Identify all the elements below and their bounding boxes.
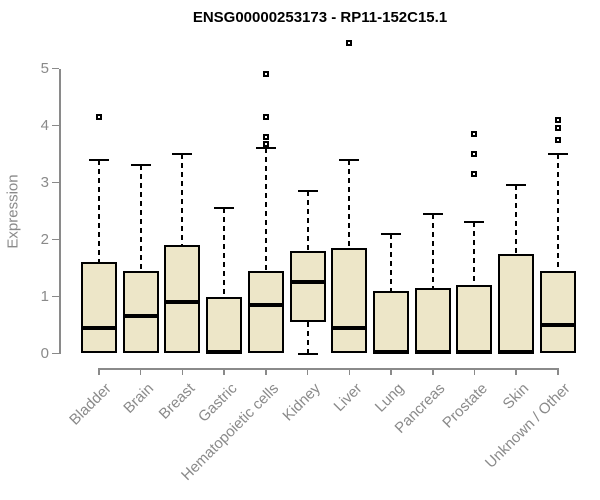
upper-whisker-cap <box>339 158 360 161</box>
x-tick-label: Brain <box>119 380 157 417</box>
x-tick-mark <box>348 368 351 375</box>
x-tick-mark <box>98 368 100 375</box>
outlier-marker <box>96 113 102 120</box>
outlier-marker <box>262 133 269 140</box>
upper-whisker <box>223 208 226 297</box>
y-tick-label: 3 <box>40 173 49 191</box>
x-tick-label: Breast <box>155 380 199 423</box>
box <box>164 245 201 354</box>
x-tick-label: Lung <box>371 380 408 416</box>
upper-whisker <box>306 191 309 251</box>
upper-whisker <box>139 165 142 271</box>
box <box>247 270 284 354</box>
upper-whisker-cap <box>464 221 485 224</box>
outlier-marker <box>554 116 561 123</box>
chart-title: ENSG00000253173 - RP11-152C15.1 <box>192 9 448 26</box>
upper-whisker-cap <box>297 190 318 193</box>
box <box>498 253 535 354</box>
y-tick-mark <box>52 67 59 70</box>
upper-whisker <box>181 154 184 246</box>
upper-whisker-cap <box>214 207 235 210</box>
outlier-marker <box>262 113 269 120</box>
median-line <box>373 349 410 354</box>
x-tick-mark <box>265 368 267 375</box>
y-tick-label: 0 <box>40 344 49 362</box>
upper-whisker-cap <box>422 212 443 215</box>
median-line <box>498 349 535 354</box>
upper-whisker <box>348 159 351 249</box>
box <box>539 270 576 354</box>
box <box>81 262 117 354</box>
x-tick-label: Bladder <box>66 380 116 429</box>
y-tick-mark <box>52 181 59 184</box>
outlier-marker <box>471 151 478 157</box>
y-tick-mark <box>52 352 59 355</box>
y-tick-label: 2 <box>40 230 49 248</box>
lower-whisker-cap <box>297 352 318 355</box>
x-tick-label: Skin <box>499 380 533 413</box>
y-tick-mark <box>52 295 59 298</box>
x-tick-mark <box>557 368 559 375</box>
box <box>331 248 368 354</box>
upper-whisker-cap <box>130 164 151 167</box>
outlier-marker <box>554 125 561 132</box>
x-tick-mark <box>139 368 142 375</box>
x-tick-label: Liver <box>330 380 366 416</box>
outlier-marker <box>262 140 269 147</box>
outlier-marker <box>471 131 478 138</box>
median-line <box>206 349 243 354</box>
y-tick-label: 5 <box>40 59 49 77</box>
y-tick-mark <box>52 124 59 127</box>
outlier-marker <box>554 136 561 143</box>
outlier-marker <box>346 39 353 46</box>
median-line <box>539 323 576 327</box>
y-tick-label: 4 <box>40 116 49 134</box>
upper-whisker-cap <box>547 153 568 155</box>
outlier-marker <box>471 170 478 177</box>
upper-whisker-cap <box>381 232 402 235</box>
box <box>456 285 493 354</box>
x-axis-line <box>99 368 558 370</box>
upper-whisker-cap <box>172 153 193 155</box>
box <box>122 270 159 354</box>
median-line <box>164 300 201 305</box>
box <box>373 290 410 354</box>
x-tick-mark <box>223 368 225 375</box>
x-tick-mark <box>306 368 309 375</box>
x-tick-mark <box>473 368 476 375</box>
upper-whisker <box>264 148 267 271</box>
x-tick-label: Prostate <box>438 380 491 432</box>
upper-whisker <box>431 213 434 288</box>
upper-whisker <box>98 159 100 263</box>
y-tick-mark <box>52 238 59 241</box>
upper-whisker-cap <box>89 158 109 161</box>
lower-whisker <box>306 322 309 354</box>
x-tick-mark <box>390 368 392 375</box>
y-tick-label: 1 <box>40 287 49 305</box>
x-tick-mark <box>181 368 184 375</box>
median-line <box>122 314 159 319</box>
median-line <box>247 303 284 308</box>
box <box>414 287 451 354</box>
outlier-marker <box>262 71 269 78</box>
median-line <box>289 280 326 285</box>
box <box>206 296 243 354</box>
box <box>289 250 326 323</box>
upper-whisker-cap <box>255 147 276 150</box>
x-tick-mark <box>432 368 434 375</box>
median-line <box>331 325 368 330</box>
upper-whisker-cap <box>506 184 527 187</box>
upper-whisker <box>556 154 559 271</box>
median-line <box>81 325 117 330</box>
upper-whisker <box>473 222 476 286</box>
upper-whisker <box>390 233 393 291</box>
upper-whisker <box>515 185 518 254</box>
median-line <box>456 349 493 354</box>
x-tick-mark <box>515 368 517 375</box>
y-axis-line <box>59 68 61 354</box>
x-tick-label: Kidney <box>279 380 324 425</box>
median-line <box>414 349 451 354</box>
